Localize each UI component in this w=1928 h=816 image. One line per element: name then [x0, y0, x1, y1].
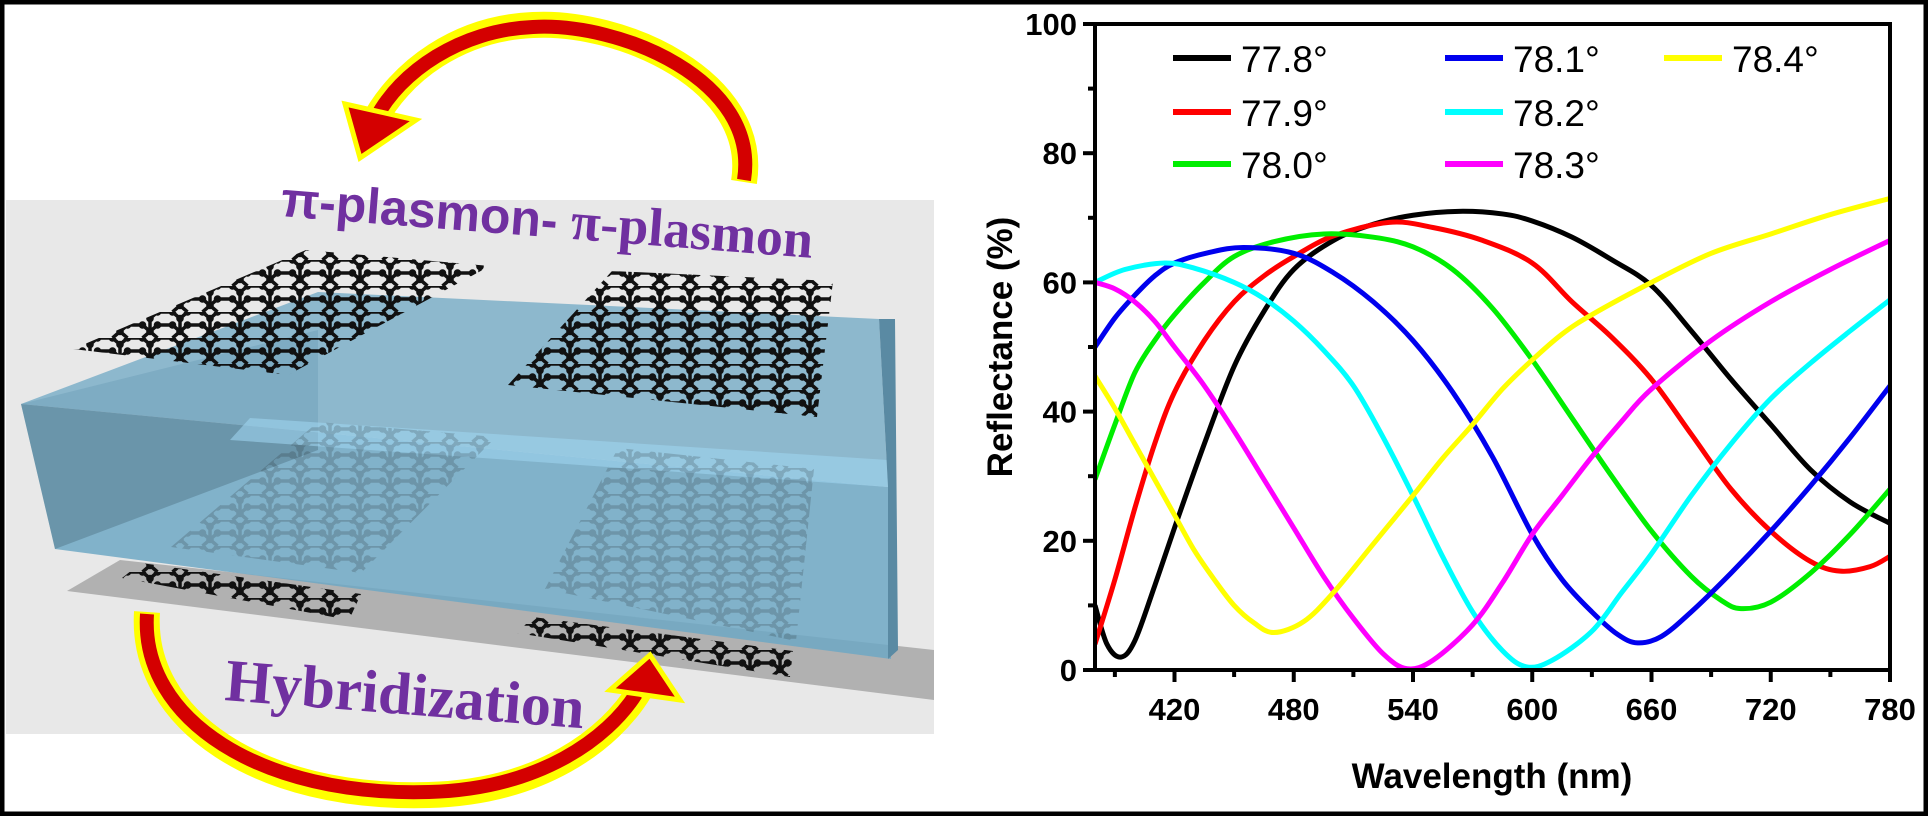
y-tick-label: 0: [1060, 653, 1077, 688]
axes: 420 480 540 600 660 720 780 0 20 40 60 80 100: [1025, 7, 1916, 727]
x-tick-label: 540: [1387, 692, 1439, 727]
series-line: [1095, 208, 1890, 660]
series-line: [1095, 231, 1890, 612]
y-tick-label: 60: [1043, 265, 1077, 300]
legend-item: 78.0°: [1173, 145, 1328, 186]
y-tick-label: 20: [1043, 524, 1077, 559]
series-line: [1095, 260, 1890, 670]
legend-label: 77.9°: [1241, 93, 1328, 134]
curved-arrow-bottom-icon: [133, 611, 686, 809]
legend-item: 78.4°: [1664, 39, 1819, 80]
series-line: [1095, 196, 1890, 636]
substrate-right-face: [879, 319, 898, 659]
x-tick-label: 600: [1506, 692, 1558, 727]
x-tick-label: 720: [1745, 692, 1797, 727]
curved-arrow-top-icon: [341, 11, 759, 184]
x-tick-label: 420: [1149, 692, 1201, 727]
x-tick-label: 480: [1268, 692, 1320, 727]
legend-item: 78.3°: [1445, 145, 1600, 186]
legend: 77.8° 77.9° 78.0° 78.1° 78.2° 78.3° 78.4°: [1173, 39, 1819, 186]
legend-item: 77.9°: [1173, 93, 1328, 134]
legend-label: 78.4°: [1732, 39, 1819, 80]
legend-label: 78.2°: [1513, 93, 1600, 134]
schematic-illustration: π-plasmon- π-plasmon Hybridization: [6, 11, 934, 809]
legend-label: 77.8°: [1241, 39, 1328, 80]
graphene-sheet-ghost-left: [171, 422, 496, 573]
y-tick-label: 100: [1025, 7, 1077, 42]
graphene-sheet-ghost-right: [545, 448, 814, 641]
y-axis-title: Reflectance (%): [981, 217, 1020, 478]
legend-item: 78.2°: [1445, 93, 1600, 134]
legend-item: 77.8°: [1173, 39, 1328, 80]
y-tick-label: 80: [1043, 136, 1077, 171]
legend-label: 78.3°: [1513, 145, 1600, 186]
x-axis-title: Wavelength (nm): [1352, 757, 1633, 796]
y-tick-label: 40: [1043, 395, 1077, 430]
graphene-sheet-top-left: [73, 250, 490, 375]
graphene-sheet-bottom-left: [122, 563, 361, 620]
legend-item: 78.1°: [1445, 39, 1600, 80]
graphene-sheet-top-right: [508, 271, 833, 417]
x-tick-label: 780: [1864, 692, 1916, 727]
legend-label: 78.0°: [1241, 145, 1328, 186]
x-tick-label: 660: [1626, 692, 1678, 727]
legend-label: 78.1°: [1513, 39, 1600, 80]
graphene-sheet-bottom-right: [517, 617, 793, 677]
